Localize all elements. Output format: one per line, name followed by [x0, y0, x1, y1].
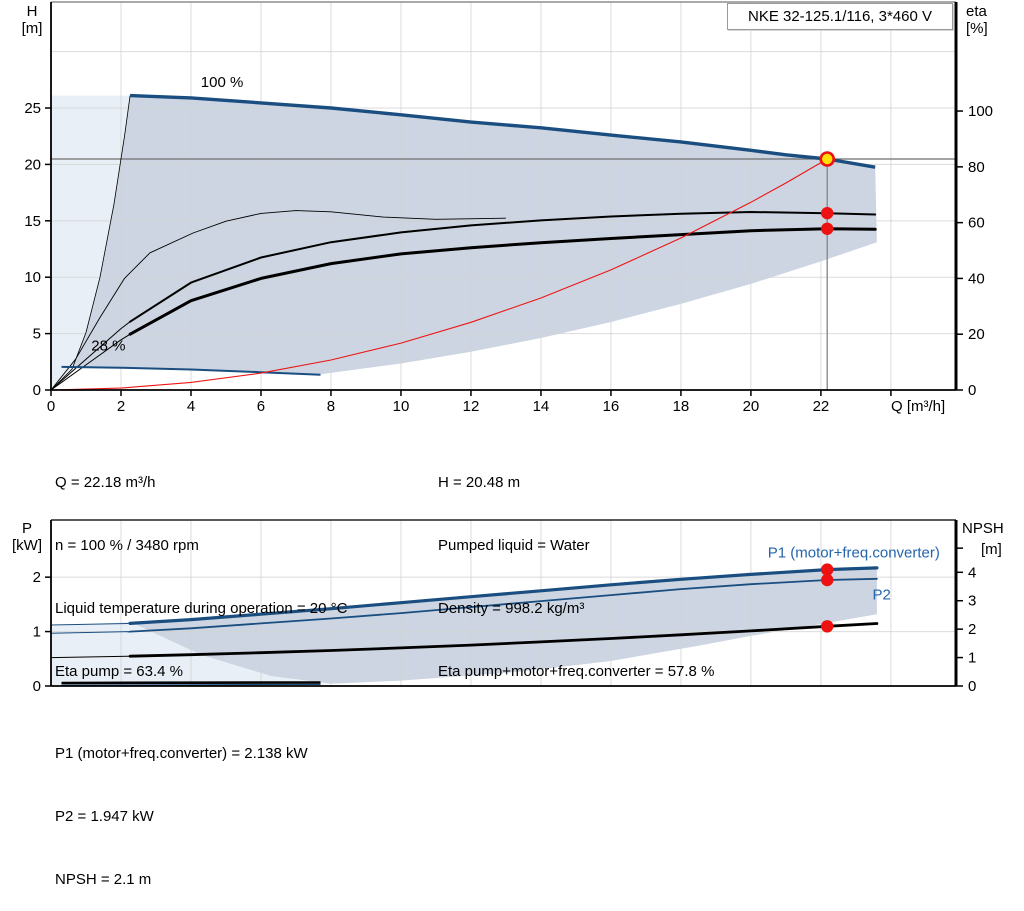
npsh-marker — [821, 620, 834, 633]
q-axis-label: Q [m³/h] — [891, 398, 946, 415]
hq-curve-100 — [130, 93, 876, 169]
axis-tick-label: 80 — [968, 159, 985, 176]
info-line: P2 = 1.947 kW — [55, 808, 154, 825]
duty-point-marker — [819, 151, 836, 167]
axis-tick-label: 1 — [968, 650, 976, 667]
eta-pump-curve-thin — [50, 321, 131, 391]
min-flow-line — [50, 95, 131, 391]
eta-axis-title: eta [%] — [966, 3, 1010, 37]
low-flow-region — [51, 95, 131, 390]
eta-reduced-curve — [50, 210, 506, 391]
pump-model-title-box: NKE 32-125.1/116, 3*460 V — [727, 3, 953, 30]
axis-tick-label: 20 — [968, 326, 985, 343]
axis-tick-label: 3 — [968, 593, 976, 610]
axis-tick-label: 20 — [743, 398, 760, 415]
h-axis-title-line2: [m] — [21, 20, 43, 37]
info-line: Pumped liquid = Water — [438, 537, 590, 554]
p2-curve-thin — [50, 631, 131, 634]
pump-curve-charts: 100 %28 %0 2 4 6 8 10 12 14 16 18 20 22051015202502… — [24, 1, 993, 695]
info-line: Density = 998.2 kg/m³ — [438, 600, 585, 617]
info-line: P1 (motor+freq.converter) = 2.138 kW — [55, 745, 308, 762]
axis-tick-label: 2 — [968, 621, 976, 638]
h-axis-title: H [m] — [12, 3, 52, 37]
p1-curve-label: P1 (motor+freq.converter) — [768, 545, 940, 562]
axis-tick-label: 0 — [33, 678, 41, 695]
axis-tick-label: 0 — [968, 678, 976, 695]
axis-tick-label: 25 — [24, 100, 41, 117]
p-axis-title: P [kW] — [6, 520, 48, 554]
axis-tick-label: 4 — [187, 398, 195, 415]
axis-tick-label: 0 — [47, 398, 55, 415]
eta-total-marker — [821, 222, 834, 235]
info-line: Eta pump+motor+freq.converter = 57.8 % — [438, 663, 715, 680]
axis-tick-label: 20 — [24, 156, 41, 173]
speed-envelope-region — [51, 95, 877, 390]
p28-curve-black — [61, 681, 321, 685]
pump-model-label: NKE 32-125.1/116, 3*460 V — [747, 8, 933, 25]
axis-tick-label: 60 — [968, 215, 985, 232]
axis-tick-label: 12 — [463, 398, 480, 415]
axis-tick-label: 100 — [968, 103, 993, 120]
p2-curve — [129, 577, 878, 633]
axis-tick-label: 0 — [33, 382, 41, 399]
duty-info-left: Q = 22.18 m³/h n = 100 % / 3480 rpm Liqu… — [55, 430, 347, 703]
p2-marker — [821, 573, 834, 587]
axis-tick-label: 8 — [327, 398, 335, 415]
info-line: Q = 22.18 m³/h — [55, 474, 156, 491]
info-line: n = 100 % / 3480 rpm — [55, 537, 199, 554]
axis-tick-label: 0 — [968, 382, 976, 399]
info-line: Liquid temperature during operation = 20… — [55, 600, 348, 617]
p1-curve-thin — [50, 622, 131, 626]
info-line: Eta pump = 63.4 % — [55, 663, 183, 680]
p1-curve — [128, 566, 879, 625]
speed-28-label: 28 % — [91, 337, 125, 354]
axis-tick-label: 1 — [33, 624, 41, 641]
p-axis-title-line2: [kW] — [12, 537, 42, 554]
p1-marker — [821, 563, 834, 576]
eta-pump-marker — [821, 206, 834, 220]
info-line: NPSH = 2.1 m — [55, 871, 152, 888]
power-envelope-region — [130, 567, 877, 684]
speed-100-label: 100 % — [201, 74, 244, 91]
axis-tick-label: 16 — [603, 398, 620, 415]
h-axis-title-line1: H — [26, 3, 38, 20]
duty-info-right: H = 20.48 m Pumped liquid = Water Densit… — [438, 430, 714, 703]
axis-tick-label: 18 — [673, 398, 690, 415]
axis-tick-label: 5 — [33, 326, 41, 343]
axis-tick-label: 4 — [968, 564, 976, 581]
axis-tick-label: 2 — [33, 569, 41, 586]
npsh-curve — [128, 622, 879, 658]
hq-curve-28 — [61, 365, 321, 376]
eta-total-curve — [128, 227, 877, 336]
eta-total-curve-thin — [50, 333, 131, 391]
npsh-curve-thin — [50, 655, 131, 659]
axis-tick-label: 6 — [257, 398, 265, 415]
p-axis-title-line1: P — [21, 520, 32, 537]
eta-axis-title-line1: eta — [966, 3, 987, 20]
axis-tick-label: 15 — [24, 213, 41, 230]
axis-tick-label: 40 — [968, 270, 985, 287]
npsh-axis-unit: [m] — [981, 541, 1002, 558]
axis-tick-label: 22 — [813, 398, 830, 415]
axis-tick-label: 14 — [533, 398, 550, 415]
axis-tick-label: 10 — [24, 269, 41, 286]
affinity-parabola — [50, 158, 828, 391]
axis-tick-label: 2 — [117, 398, 125, 415]
eta-pump-curve — [129, 211, 877, 323]
npsh-axis-title: NPSH — [962, 520, 1004, 537]
p2-curve-label: P2 — [873, 587, 891, 604]
axis-tick-label: 10 — [393, 398, 410, 415]
info-line: H = 20.48 m — [438, 474, 521, 491]
eta-axis-title-line2: [%] — [966, 20, 988, 37]
power-info-block: P1 (motor+freq.converter) = 2.138 kW P2 … — [55, 701, 308, 911]
